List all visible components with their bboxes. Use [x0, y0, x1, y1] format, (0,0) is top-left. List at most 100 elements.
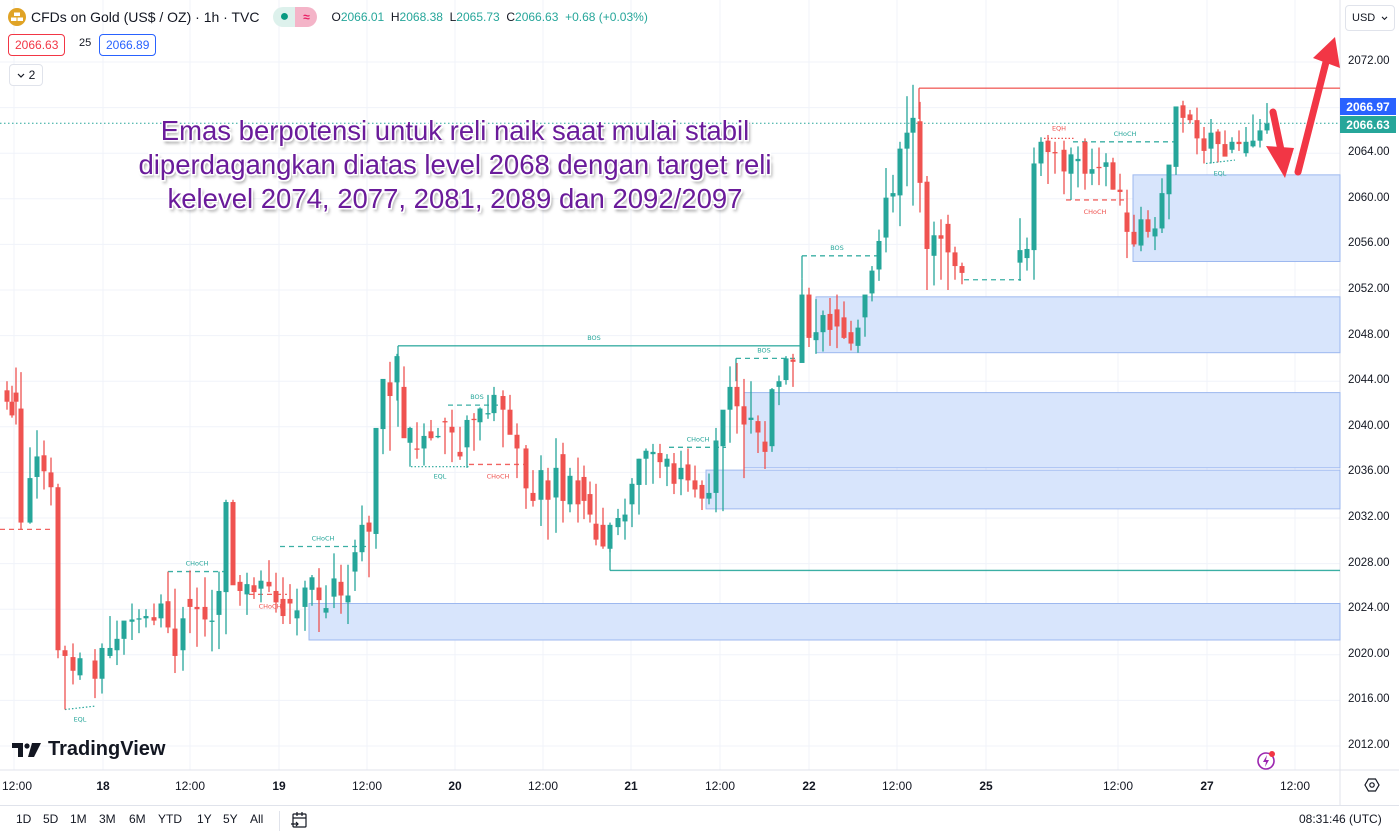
time-axis-label: 12:00 [1279, 779, 1311, 793]
utc-clock[interactable]: 08:31:46 (UTC) [1299, 812, 1382, 826]
candle [99, 647, 105, 679]
candle [9, 401, 15, 416]
candle [841, 317, 847, 338]
ohlc-values: O2066.01 H2068.38 L2065.73 C2066.63 +0.6… [331, 10, 648, 24]
currency-selector[interactable]: USD [1345, 5, 1395, 31]
candle [862, 294, 868, 318]
lightning-alert-icon[interactable] [1256, 749, 1278, 776]
candle [755, 421, 761, 433]
symbol-title[interactable]: CFDs on Gold (US$ / OZ) · 1h · TVC [31, 9, 260, 25]
time-axis-label: 18 [96, 779, 110, 793]
indicators-toggle-button[interactable]: 2 [9, 64, 43, 86]
range-button-1y[interactable]: 1Y [197, 812, 212, 826]
candle [538, 470, 544, 500]
candle [834, 309, 840, 327]
candle [345, 595, 351, 603]
candle [1124, 212, 1130, 232]
candle [507, 409, 513, 435]
order-block-zone[interactable] [743, 392, 1341, 469]
candle [209, 620, 215, 622]
candle [13, 392, 19, 402]
ask-price-tag: 2066.97 [1340, 98, 1396, 115]
candle [41, 455, 47, 472]
candle [338, 581, 344, 596]
svg-text:EQH: EQH [1052, 124, 1066, 132]
structure-label: CHoCH [1114, 130, 1137, 138]
candle [924, 181, 930, 249]
candle [136, 618, 142, 620]
candle [316, 587, 322, 601]
projection-arrows [1266, 37, 1340, 178]
candle [309, 577, 315, 590]
order-block-zone[interactable] [308, 603, 1341, 641]
candle [855, 327, 861, 346]
candle [202, 606, 208, 620]
candle [180, 618, 186, 651]
order-block-zone[interactable] [705, 469, 1341, 510]
range-button-5d[interactable]: 5D [43, 812, 59, 826]
price-axis-label: 2040.00 [1348, 419, 1390, 432]
open-value: 2066.01 [340, 10, 385, 24]
range-button-all[interactable]: All [250, 812, 264, 826]
time-axis-label: 20 [448, 779, 462, 793]
candle [848, 332, 854, 344]
candle [1201, 138, 1207, 151]
range-button-6m[interactable]: 6M [129, 812, 146, 826]
candle [158, 603, 164, 619]
candle [18, 408, 24, 523]
candle [1145, 219, 1151, 232]
candle [55, 487, 61, 651]
chart-settings-gear-icon[interactable] [1364, 777, 1380, 798]
candle [593, 523, 599, 540]
range-button-5y[interactable]: 5Y [223, 812, 238, 826]
candle [1096, 166, 1102, 169]
candle [762, 441, 768, 452]
range-button-3m[interactable]: 3M [99, 812, 116, 826]
range-button-1m[interactable]: 1M [70, 812, 87, 826]
candlesticks [4, 84, 1270, 710]
candle [748, 417, 754, 420]
candle [657, 453, 663, 463]
candle [107, 647, 113, 656]
indicators-count: 2 [28, 68, 36, 82]
tradingview-logo[interactable]: TradingView [12, 738, 165, 761]
order-block-zone[interactable] [815, 296, 1341, 354]
range-button-1d[interactable]: 1D [16, 812, 32, 826]
candle [636, 458, 642, 485]
structure-label: BOS [830, 244, 844, 252]
candle [560, 454, 566, 501]
buy-price-button[interactable]: 2066.89 [99, 34, 157, 56]
svg-text:EQL: EQL [1214, 169, 1227, 177]
range-button-ytd[interactable]: YTD [158, 812, 182, 826]
time-axis-label: 12:00 [881, 779, 913, 793]
candle [1052, 152, 1058, 154]
candle [62, 650, 68, 656]
candle [223, 502, 229, 593]
structure-label: BOS [470, 393, 484, 401]
candle [692, 480, 698, 490]
price-axis-label: 2028.00 [1348, 556, 1390, 569]
price-axis-label: 2024.00 [1348, 602, 1390, 615]
candle [258, 580, 264, 589]
candle [273, 590, 279, 603]
calendar-goto-icon[interactable] [290, 810, 310, 835]
sell-price-button[interactable]: 2066.63 [8, 34, 66, 56]
candle [720, 409, 726, 447]
structure-label: CHoCH [312, 535, 335, 543]
toolbar-divider [279, 811, 280, 831]
candle [500, 396, 506, 410]
candle [194, 606, 200, 610]
candle [1038, 141, 1044, 164]
candle [244, 584, 250, 595]
candle [421, 435, 427, 449]
candle [664, 458, 670, 467]
candle [1024, 248, 1030, 259]
time-axis-label: 12:00 [2, 779, 33, 793]
market-status-pill[interactable]: ● ≈ [273, 7, 318, 27]
candle [904, 132, 910, 149]
candle [1187, 114, 1193, 121]
candle [776, 381, 782, 387]
candle [1031, 163, 1037, 251]
candle [1138, 219, 1144, 246]
